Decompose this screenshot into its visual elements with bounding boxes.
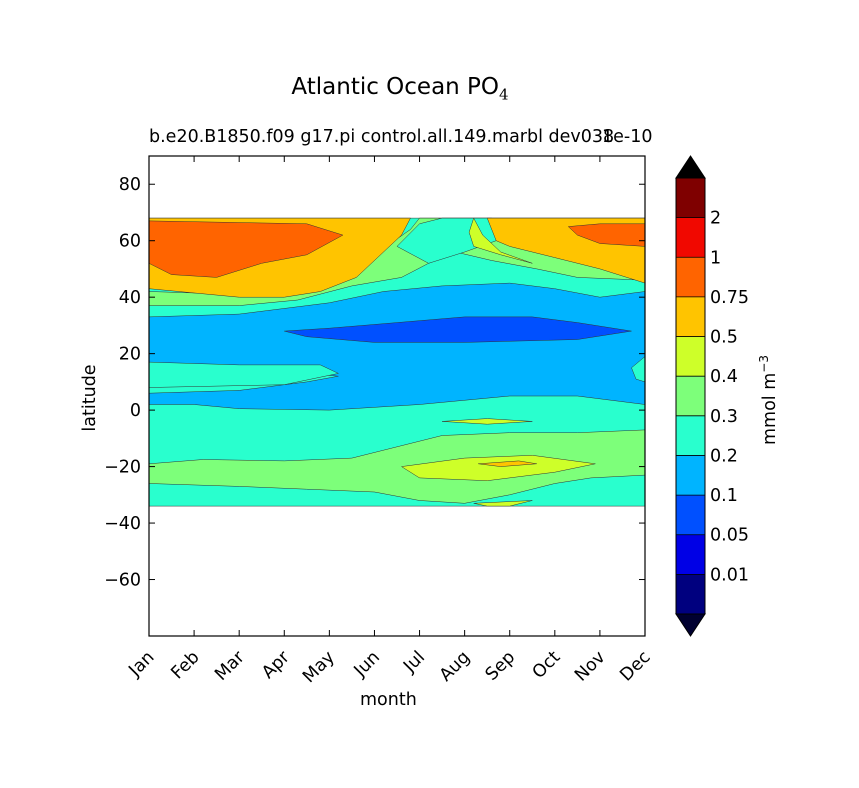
colorbar-swatch-6 [676, 336, 705, 377]
contour-lens-0p4-0p5-southedge [473, 500, 533, 507]
x-tick-label-may: May [299, 647, 339, 687]
y-axis-label: latitude [80, 364, 100, 431]
contour-lens-0p4-0p5-south [400, 455, 596, 481]
colorbar: 0.01 0.05 0.1 0.2 0.3 0.4 0.5 0.75 1 2 [675, 155, 749, 637]
contour-pocket-0p2-0p3-b [149, 361, 340, 388]
y-tick-label-6: −40 [104, 514, 141, 534]
y-tick-label-4: 0 [130, 401, 141, 421]
chart-title-subscript: 4 [499, 85, 509, 104]
colorbar-over-triangle [675, 155, 706, 179]
x-tick-label-sep: Sep [482, 647, 519, 684]
x-tick-label-feb: Feb [168, 647, 204, 683]
colorbar-level-label-1: 0.05 [710, 526, 749, 546]
colorbar-level-label-9: 2 [710, 209, 721, 229]
colorbar-level-label-5: 0.4 [710, 367, 738, 387]
x-tick-label-jun: Jun [350, 647, 384, 681]
contour-lens-0p4-0p5-equator [442, 418, 533, 425]
contour-core-0p05-0p1 [284, 316, 632, 343]
colorbar-level-label-7: 0.75 [710, 288, 749, 308]
colorbar-swatch-1 [676, 534, 705, 575]
y-tick-label-0: 80 [119, 175, 141, 195]
chart-title: Atlantic Ocean PO4 [0, 74, 800, 104]
colorbar-label: mmol m−3 [757, 355, 780, 445]
colorbar-swatch-2 [676, 495, 705, 535]
colorbar-under-triangle [675, 613, 706, 637]
colorbar-level-label-2: 0.1 [710, 486, 738, 506]
colorbar-swatch-9 [676, 217, 705, 258]
colorbar-scale-note: 1e-10 [602, 127, 653, 147]
colorbar-level-label-8: 1 [710, 248, 721, 268]
x-tick-label-apr: Apr [258, 647, 294, 683]
colorbar-level-label-3: 0.2 [710, 446, 738, 466]
x-tick-label-oct: Oct [529, 647, 565, 683]
colorbar-label-sup: −3 [757, 355, 771, 373]
colorbar-level-label-0: 0.01 [710, 565, 749, 585]
colorbar-swatch-8 [676, 257, 705, 297]
contour-sliver-0p4-0p5-north [468, 217, 533, 264]
chart-subtitle: b.e20.B1850.f09 g17.pi control.all.149.m… [149, 127, 615, 147]
y-tick-label-5: −20 [104, 458, 141, 478]
colorbar-level-label-6: 0.5 [710, 328, 738, 348]
contour-band-0p3-0p4-south [149, 429, 645, 504]
colorbar-swatch-4 [676, 415, 705, 456]
x-tick-label-jan: Jan [125, 647, 159, 681]
colorbar-swatch-0 [676, 574, 705, 614]
y-tick-label-3: 20 [119, 345, 141, 365]
x-tick-label-aug: Aug [436, 647, 474, 685]
contour-blob-0p5-0p75-south [478, 460, 537, 467]
x-tick-label-mar: Mar [211, 647, 249, 685]
x-tick-label-nov: Nov [571, 647, 609, 685]
colorbar-label-text: mmol m [760, 373, 780, 445]
y-tick-label-7: −60 [104, 571, 141, 591]
colorbar-swatch-5 [676, 376, 705, 416]
x-tick-label-dec: Dec [616, 647, 654, 685]
contour-pocket-0p2-0p3-c [631, 356, 645, 383]
y-tick-label-1: 60 [119, 232, 141, 252]
colorbar-swatch-3 [676, 455, 705, 496]
x-tick-label-jul: Jul [399, 647, 429, 677]
y-tick-label-2: 40 [119, 288, 141, 308]
colorbar-swatch-7 [676, 296, 705, 337]
y-axis: 80 60 40 20 0 −20 −40 −60 [104, 175, 645, 591]
contour-fill-layer [149, 217, 645, 507]
x-axis-label: month [360, 690, 417, 710]
colorbar-level-label-4: 0.3 [710, 407, 738, 427]
colorbar-swatch-10 [676, 178, 705, 218]
contour-band-0p75-1-north-west [149, 220, 344, 278]
chart-title-text: Atlantic Ocean PO [291, 74, 500, 100]
contour-band-0p75-1-north-east [567, 223, 645, 247]
colorbar-frame [675, 177, 706, 615]
plot-frame [148, 155, 646, 637]
